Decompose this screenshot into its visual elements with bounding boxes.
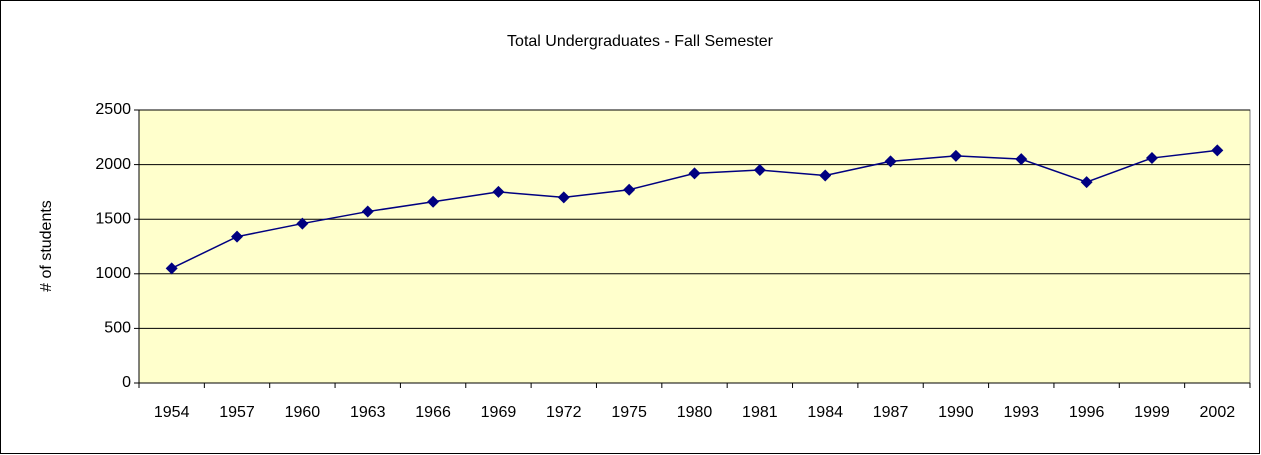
point-marker (753, 164, 766, 177)
point-marker (165, 262, 178, 275)
x-tick-label: 1960 (285, 404, 321, 421)
point-marker (557, 191, 570, 204)
x-tick-label: 1980 (677, 404, 713, 421)
chart-title: Total Undergraduates - Fall Semester (507, 33, 774, 50)
point-marker (819, 169, 832, 182)
plot-area (138, 109, 1251, 384)
point-marker (231, 230, 244, 243)
x-tick-label: 1957 (219, 404, 255, 421)
point-marker (1080, 176, 1093, 189)
y-tick-label: 0 (122, 374, 131, 391)
y-tick-label: 1000 (95, 265, 131, 282)
point-marker (1211, 144, 1224, 157)
x-tick-label: 1975 (611, 404, 647, 421)
x-tick-label: 1987 (873, 404, 909, 421)
y-tick-label: 2000 (95, 156, 131, 173)
point-marker (1145, 152, 1158, 165)
x-tick-label: 2002 (1200, 404, 1236, 421)
x-tick-label: 1969 (481, 404, 517, 421)
point-marker (427, 195, 440, 208)
x-tick-label: 1966 (415, 404, 451, 421)
point-marker (1015, 153, 1028, 166)
point-marker (492, 185, 505, 198)
x-tick-label: 1993 (1003, 404, 1039, 421)
x-tick-label: 1981 (742, 404, 778, 421)
point-marker (361, 205, 374, 218)
point-marker (688, 167, 701, 180)
x-tick-label: 1972 (546, 404, 582, 421)
point-marker (949, 149, 962, 162)
x-tick-label: 1990 (938, 404, 974, 421)
y-tick-label: 500 (104, 320, 131, 337)
y-tick-label: 2500 (95, 101, 131, 118)
y-tick-label: 1500 (95, 210, 131, 227)
x-tick-label: 1963 (350, 404, 386, 421)
y-axis-label: # of students (38, 200, 55, 292)
x-tick-label: 1984 (807, 404, 843, 421)
x-tick-label: 1996 (1069, 404, 1105, 421)
point-marker (623, 183, 636, 196)
x-tick-label: 1954 (154, 404, 190, 421)
point-marker (884, 155, 897, 168)
point-marker (296, 217, 309, 230)
x-tick-label: 1999 (1134, 404, 1170, 421)
